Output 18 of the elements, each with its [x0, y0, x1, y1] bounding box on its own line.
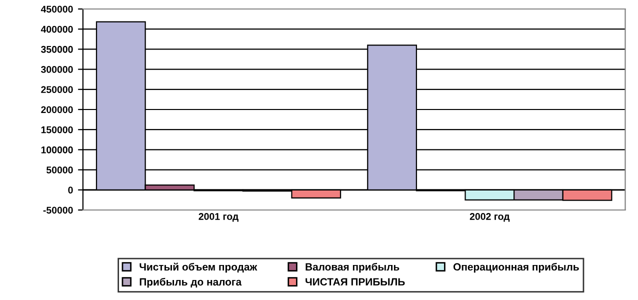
y-tick-label: 400000: [40, 26, 73, 33]
legend-label: ЧИСТАЯ ПРИБЫЛЬ: [306, 278, 405, 286]
y-tick-label: 350000: [41, 46, 73, 53]
legend-label: Операционная прибыль: [453, 262, 579, 273]
y-tick-label: 150000: [41, 126, 73, 134]
y-tick-label: 250000: [41, 86, 73, 94]
y-tick-label: 300000: [41, 66, 73, 73]
y-tick-label: 450000: [40, 6, 73, 13]
y-tick-label: 200000: [41, 106, 73, 114]
y-tick-label: 0: [68, 186, 73, 194]
x-tick-label: 2002 год: [470, 213, 510, 222]
legend-label: Валовая прибыль: [306, 262, 400, 273]
legend-label: Прибыль до налога: [140, 278, 242, 288]
legend-label: Чистый объем продаж: [140, 262, 258, 273]
y-tick-label: 100000: [41, 146, 73, 154]
y-tick-label: 50000: [46, 166, 73, 174]
x-tick-label: 2001 год: [198, 213, 238, 222]
y-tick-label: -50000: [43, 206, 73, 214]
